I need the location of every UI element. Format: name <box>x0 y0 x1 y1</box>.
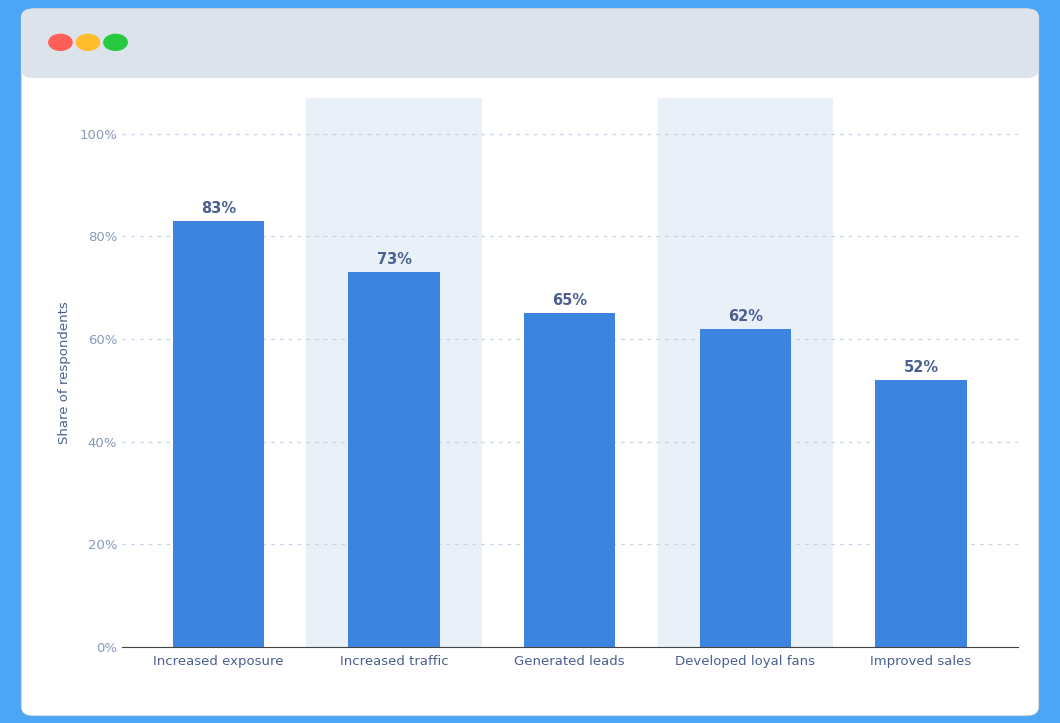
Bar <box>173 221 264 647</box>
Bar <box>524 313 616 647</box>
Bar <box>876 380 967 647</box>
Bar <box>657 98 833 647</box>
Text: 73%: 73% <box>376 252 411 267</box>
Bar <box>700 329 791 647</box>
Circle shape <box>76 35 100 51</box>
Text: 62%: 62% <box>728 309 763 324</box>
Y-axis label: Share of respondents: Share of respondents <box>58 301 71 444</box>
FancyBboxPatch shape <box>21 9 1039 716</box>
Text: 83%: 83% <box>201 201 236 215</box>
Text: 52%: 52% <box>903 360 938 375</box>
FancyBboxPatch shape <box>21 9 1039 78</box>
Bar <box>306 98 482 647</box>
Text: 65%: 65% <box>552 293 587 308</box>
Circle shape <box>49 35 72 51</box>
Circle shape <box>104 35 127 51</box>
FancyBboxPatch shape <box>34 43 1026 69</box>
Bar <box>349 272 440 647</box>
